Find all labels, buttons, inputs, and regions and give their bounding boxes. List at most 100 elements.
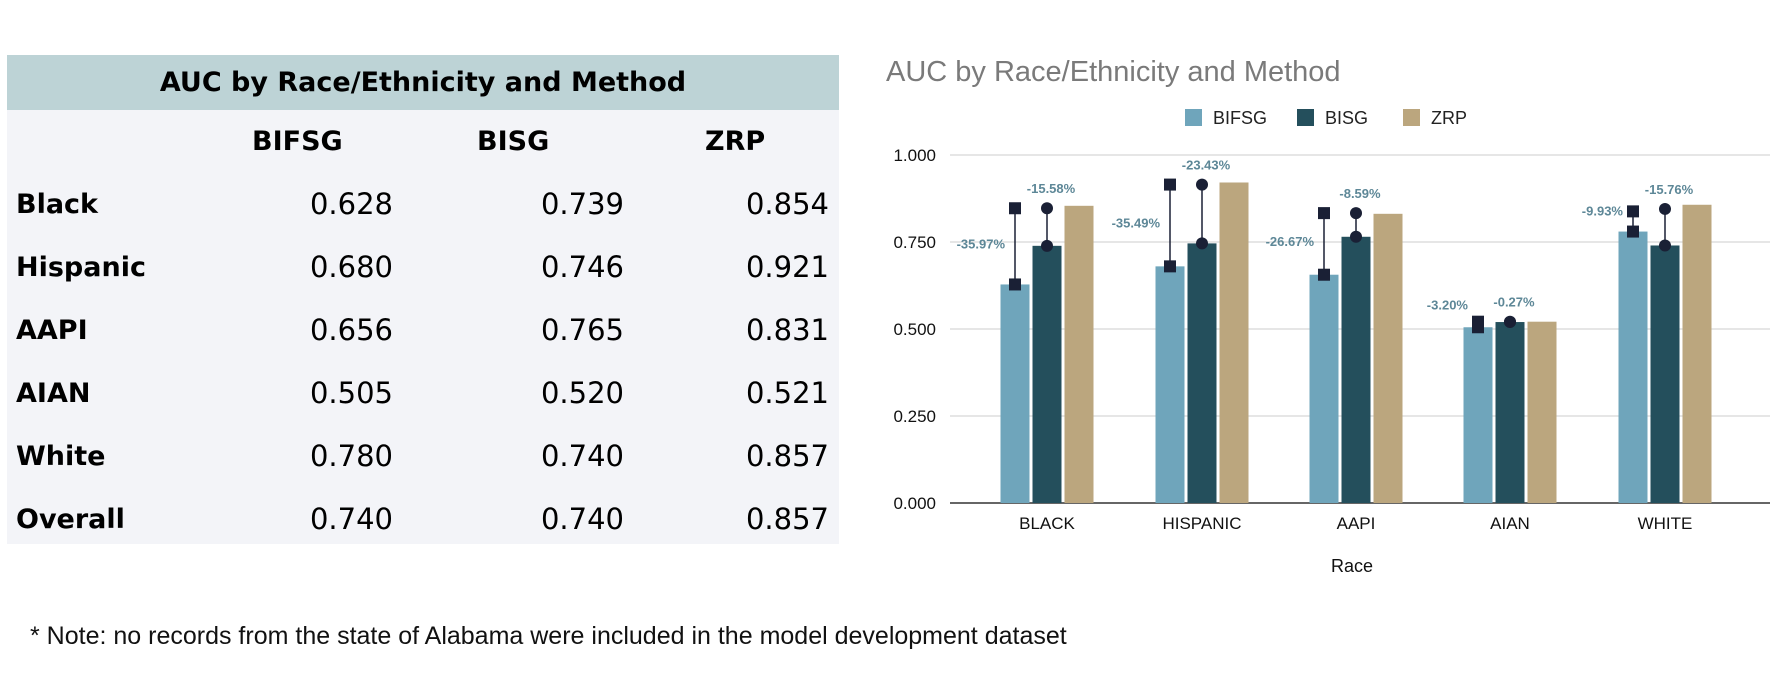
square-marker-bottom (1472, 321, 1484, 334)
circle-marker-bottom (1041, 239, 1053, 252)
square-marker-bottom (1627, 225, 1639, 238)
legend-label-bisg: BISG (1325, 108, 1368, 128)
cell-value: 0.628 (309, 187, 393, 221)
bar-aapi-bifsg (1309, 274, 1339, 503)
bar-aian-bisg (1495, 322, 1525, 503)
row-label: AIAN (16, 378, 91, 409)
bar-aapi-zrp (1373, 213, 1403, 503)
y-tick-label: 1.000 (893, 146, 936, 165)
x-tick-label: HISPANIC (1162, 514, 1241, 533)
cell-value: 0.680 (309, 250, 393, 284)
circle-marker-bottom (1504, 316, 1516, 329)
table-header-row: BIFSG BISG ZRP (7, 110, 839, 173)
bar-aapi-bisg (1341, 236, 1371, 503)
footnote: * Note: no records from the state of Ala… (30, 622, 1067, 650)
cell-value: 0.746 (540, 250, 624, 284)
x-axis: BLACK HISPANIC AAPI AIAN WHITE (1019, 514, 1692, 533)
circle-marker-top (1041, 202, 1053, 215)
percent-change-label: -23.43% (1182, 158, 1231, 173)
chart-title: AUC by Race/Ethnicity and Method (886, 56, 1341, 88)
column-header-bifsg: BIFSG (252, 126, 343, 157)
auc-table: AUC by Race/Ethnicity and Method BIFSG B… (7, 55, 839, 544)
row-label: Hispanic (16, 252, 146, 283)
row-label: Overall (16, 504, 125, 535)
percent-change-label: -9.93% (1582, 203, 1624, 218)
circle-marker-bottom (1196, 237, 1208, 250)
bar-white-bisg (1650, 245, 1680, 504)
square-marker-bottom (1164, 260, 1176, 273)
y-tick-label: 0.750 (893, 233, 936, 252)
square-marker-bottom (1318, 268, 1330, 281)
cell-value: 0.780 (309, 439, 393, 473)
y-tick-label: 0.000 (893, 494, 936, 513)
bar-black-bifsg (1000, 284, 1030, 503)
square-marker-top (1164, 178, 1176, 191)
percent-change-label: -0.27% (1493, 295, 1535, 310)
bar-white-zrp (1682, 204, 1712, 503)
row-label: AAPI (16, 315, 88, 346)
circle-marker-top (1196, 178, 1208, 191)
bar-hispanic-bifsg (1155, 266, 1185, 503)
percent-change-label: -35.49% (1112, 215, 1161, 230)
circle-marker-top (1659, 202, 1671, 215)
bar-hispanic-zrp (1219, 182, 1249, 503)
percent-change-label: -15.58% (1027, 181, 1076, 196)
table-row: Black 0.628 0.739 0.854 (7, 173, 839, 236)
cell-value: 0.505 (309, 376, 393, 410)
cell-value: 0.739 (540, 187, 624, 221)
row-label: Black (16, 189, 99, 220)
circle-marker-bottom (1659, 239, 1671, 252)
bars (1000, 182, 1712, 504)
legend-swatch-bisg (1297, 109, 1314, 126)
column-header-bisg: BISG (477, 126, 550, 157)
legend-swatch-zrp (1403, 109, 1420, 126)
cell-value: 0.857 (745, 502, 829, 536)
bar-chart: AUC by Race/Ethnicity and Method BIFSG BI… (886, 56, 1770, 576)
cell-value: 0.765 (540, 313, 624, 347)
percent-change-label: -8.59% (1339, 186, 1381, 201)
cell-value: 0.857 (745, 439, 829, 473)
y-axis: 0.000 0.250 0.500 0.750 1.000 (893, 146, 936, 513)
cell-value: 0.520 (540, 376, 624, 410)
circle-marker-top (1350, 207, 1362, 220)
square-marker-bottom (1009, 278, 1021, 291)
cell-value: 0.854 (745, 187, 829, 221)
percent-change-label: -15.76% (1645, 182, 1694, 197)
percent-change-label: -26.67% (1266, 234, 1315, 249)
cell-value: 0.740 (540, 439, 624, 473)
legend-label-zrp: ZRP (1431, 108, 1467, 128)
cell-value: 0.521 (745, 376, 829, 410)
bar-white-bifsg (1618, 231, 1648, 503)
x-tick-label: BLACK (1019, 514, 1075, 533)
y-tick-label: 0.250 (893, 407, 936, 426)
row-label: White (16, 441, 106, 472)
table-title: AUC by Race/Ethnicity and Method (7, 55, 839, 110)
chart-legend: BIFSG BISG ZRP (1185, 108, 1467, 128)
square-marker-top (1318, 207, 1330, 220)
annotations: -35.97% -15.58% -35.49% -23.43% -26.67% -8.59… (957, 158, 1694, 334)
cell-value: 0.831 (745, 313, 829, 347)
square-marker-top (1009, 202, 1021, 215)
x-tick-label: AIAN (1490, 514, 1530, 533)
bar-aian-zrp (1527, 321, 1557, 503)
cell-value: 0.740 (540, 502, 624, 536)
percent-change-label: -3.20% (1427, 298, 1469, 313)
legend-label-bifsg: BIFSG (1213, 108, 1267, 128)
x-axis-label: Race (1331, 556, 1373, 576)
bar-black-bisg (1032, 245, 1062, 503)
bar-hispanic-bisg (1187, 243, 1217, 503)
cell-value: 0.656 (309, 313, 393, 347)
bar-aian-bifsg (1463, 327, 1493, 503)
y-tick-label: 0.500 (893, 320, 936, 339)
cell-value: 0.921 (745, 250, 829, 284)
x-tick-label: WHITE (1638, 514, 1693, 533)
table-row: AAPI 0.656 0.765 0.831 (7, 299, 839, 362)
square-marker-top (1627, 205, 1639, 218)
cell-value: 0.740 (309, 502, 393, 536)
bar-black-zrp (1064, 205, 1094, 504)
table-row: White 0.780 0.740 0.857 (7, 425, 839, 488)
table-row: Overall 0.740 0.740 0.857 (7, 488, 839, 551)
x-tick-label: AAPI (1337, 514, 1376, 533)
percent-change-label: -35.97% (957, 236, 1006, 251)
